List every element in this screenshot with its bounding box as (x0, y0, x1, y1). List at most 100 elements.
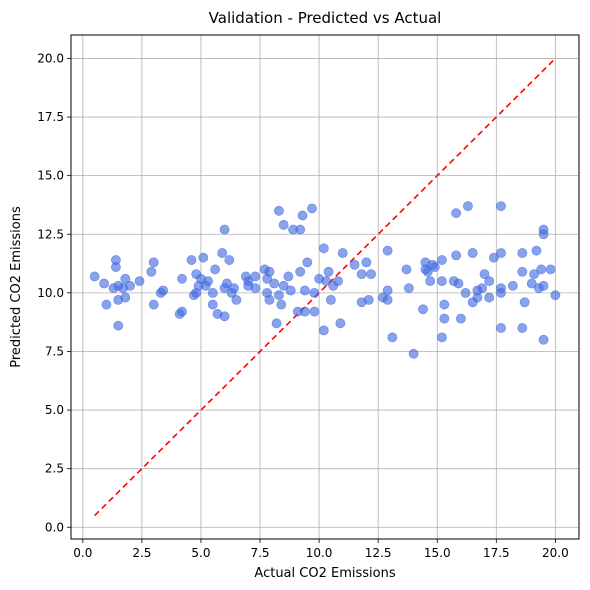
data-point (550, 290, 561, 301)
data-point (472, 292, 483, 303)
data-point (186, 255, 197, 265)
data-point (278, 280, 289, 291)
y-tick-label: 5.0 (45, 403, 64, 417)
y-tick-label: 15.0 (37, 169, 64, 183)
data-point (231, 294, 242, 305)
data-point (387, 332, 398, 343)
data-point (177, 306, 187, 317)
data-point (146, 266, 157, 277)
data-point (361, 257, 372, 268)
data-point (479, 269, 490, 280)
data-point (519, 297, 530, 308)
data-point (517, 323, 528, 333)
y-tick-label: 12.5 (37, 227, 64, 241)
data-point (326, 294, 336, 305)
data-point (460, 287, 471, 298)
data-point (453, 278, 464, 289)
data-point (455, 313, 466, 324)
x-tick-label: 2.5 (132, 546, 151, 560)
data-point (283, 271, 294, 282)
data-point (148, 257, 159, 268)
y-tick-label: 7.5 (45, 344, 64, 358)
data-point (531, 245, 542, 256)
data-point (538, 334, 549, 345)
data-point (278, 219, 289, 230)
data-point (484, 276, 495, 287)
data-point (148, 299, 159, 310)
chart-title: Validation - Predicted vs Actual (209, 9, 442, 27)
y-axis-ticks: 0.0 2.5 5.0 7.5 10.0 12.5 15.0 17.5 20.0 (37, 51, 71, 534)
data-point (295, 224, 306, 235)
data-point (207, 287, 218, 298)
data-point (113, 320, 124, 331)
data-point (401, 264, 412, 275)
x-tick-label: 17.5 (483, 546, 510, 560)
data-point (437, 276, 447, 287)
data-point (489, 252, 499, 263)
x-axis-label: Actual CO2 Emissions (254, 566, 395, 581)
data-point (217, 248, 228, 258)
x-tick-label: 15.0 (424, 546, 451, 560)
data-point (198, 252, 209, 263)
data-point (120, 292, 131, 303)
data-point (526, 278, 537, 289)
data-point (439, 299, 450, 310)
x-tick-label: 5.0 (191, 546, 210, 560)
data-points (89, 201, 561, 359)
data-point (274, 290, 284, 301)
data-point (356, 269, 367, 280)
data-point (99, 278, 109, 289)
data-point (477, 283, 488, 294)
x-tick-label: 0.0 (73, 546, 92, 560)
data-point (264, 266, 275, 277)
data-point (451, 208, 462, 219)
data-point (297, 210, 308, 221)
reference-line-group (94, 57, 556, 517)
data-point (309, 306, 320, 317)
y-axis-label: Predicted CO2 Emissions (9, 206, 24, 368)
data-point (496, 201, 506, 212)
data-point (323, 266, 334, 277)
data-point (110, 262, 121, 272)
data-point (250, 283, 261, 294)
y-tick-label: 10.0 (37, 286, 64, 300)
x-tick-label: 20.0 (542, 546, 569, 560)
data-point (222, 278, 232, 289)
x-tick-label: 12.5 (365, 546, 392, 560)
x-axis-ticks: 0.0 2.5 5.0 7.5 10.0 12.5 15.0 17.5 20.0 (73, 539, 569, 560)
data-point (264, 294, 275, 305)
data-point (529, 269, 540, 280)
x-tick-label: 7.5 (250, 546, 269, 560)
x-tick-label: 10.0 (306, 546, 333, 560)
data-point (517, 248, 528, 258)
data-point (363, 294, 374, 305)
data-point (382, 294, 393, 305)
gridlines (71, 35, 579, 539)
data-point (219, 224, 230, 235)
data-point (276, 299, 287, 310)
data-point (307, 203, 317, 214)
data-point (437, 255, 447, 265)
data-point (496, 248, 506, 258)
y-tick-label: 17.5 (37, 110, 64, 124)
data-point (318, 243, 329, 254)
data-point (507, 280, 518, 291)
y-tick-label: 2.5 (45, 462, 64, 476)
data-point (418, 304, 428, 315)
data-point (177, 273, 187, 284)
data-point (300, 306, 310, 317)
data-point (309, 287, 320, 298)
data-point (422, 266, 433, 277)
data-point (337, 248, 348, 258)
data-point (224, 255, 235, 265)
data-point (321, 276, 332, 287)
data-point (300, 285, 310, 296)
data-point (538, 280, 549, 291)
data-point (408, 348, 419, 359)
data-point (425, 276, 436, 287)
data-point (382, 285, 393, 296)
data-point (403, 283, 414, 294)
data-point (496, 323, 506, 333)
data-point (437, 332, 447, 343)
